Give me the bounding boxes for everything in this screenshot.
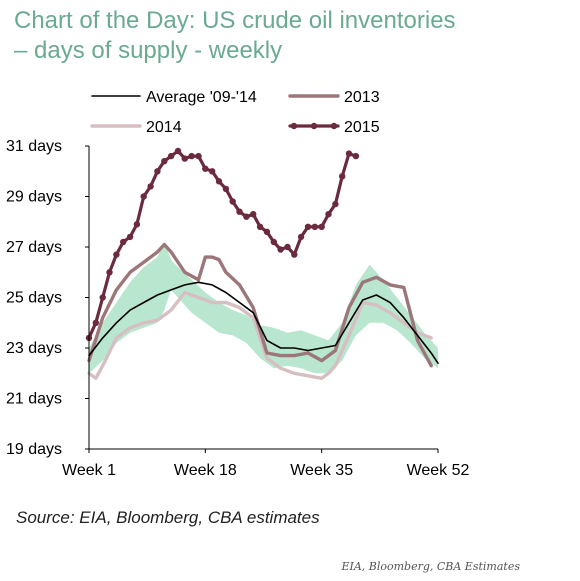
- credit-watermark: EIA, Bloomberg, CBA Estimates: [341, 560, 520, 573]
- chart-plot: 31 days 29 days 27 days 25 days 23 days 21 da…: [6, 89, 470, 479]
- data-point-2015: [325, 211, 332, 218]
- legend-marker: [310, 122, 318, 130]
- data-point-2015: [229, 198, 236, 205]
- data-point-2015: [181, 155, 188, 162]
- series-average-09-14: [88, 281, 439, 365]
- y-tick-label: 21 days: [6, 391, 62, 408]
- data-point-2015: [311, 223, 318, 230]
- x-tick-label: Week 35: [290, 462, 353, 479]
- data-point-2015: [209, 168, 216, 175]
- data-point-2015: [99, 294, 106, 301]
- y-tick-label: 31 days: [6, 138, 62, 155]
- chart-title: Chart of the Day: US crude oil inventori…: [14, 6, 554, 66]
- legend-marker: [330, 122, 338, 130]
- x-tick-label: Week 52: [407, 462, 470, 479]
- data-point-2015: [263, 228, 271, 235]
- series-2014: [87, 290, 433, 380]
- chart-title-line-1: Chart of the Day: US crude oil inventori…: [14, 7, 456, 34]
- series-2015: [85, 147, 360, 342]
- y-tick-label: 25 days: [6, 290, 62, 307]
- data-point-2015: [140, 193, 147, 200]
- data-point-2015: [339, 173, 346, 180]
- data-point-2015: [167, 152, 175, 160]
- series-layer: [85, 147, 439, 380]
- legend: Average '09-'14 2013 2014 2015: [90, 89, 380, 136]
- legend-label: 2014: [146, 119, 182, 136]
- y-tick-label: 29 days: [6, 189, 62, 206]
- data-point-2015: [174, 147, 182, 155]
- data-point-2015: [352, 152, 360, 160]
- source-note: Source: EIA, Bloomberg, CBA estimates: [16, 508, 320, 527]
- y-tick-label: 27 days: [6, 239, 62, 256]
- legend-label: 2015: [344, 119, 380, 136]
- data-point-2015: [133, 221, 141, 228]
- legend-entry-average-09-14: Average '09-'14: [91, 89, 257, 106]
- series-2013: [87, 242, 433, 368]
- legend-entry-2013: 2013: [288, 89, 380, 106]
- data-point-2015: [106, 269, 113, 276]
- data-point-2015: [126, 233, 134, 241]
- data-point-2015: [345, 150, 353, 157]
- y-tick-label: 19 days: [6, 441, 62, 458]
- data-point-2015: [154, 168, 161, 175]
- data-point-2015: [195, 152, 202, 160]
- series-line-2015: [87, 149, 358, 340]
- data-point-2015: [120, 238, 127, 246]
- series-line-average-09-14: [88, 281, 439, 365]
- data-point-2015: [222, 185, 230, 193]
- data-point-2015: [236, 208, 243, 215]
- data-point-2015: [161, 158, 168, 165]
- data-point-2015: [92, 319, 100, 326]
- legend-label: Average '09-'14: [146, 89, 257, 106]
- legend-entry-2014: 2014: [90, 119, 182, 136]
- data-point-2015: [243, 213, 250, 220]
- data-point-2015: [291, 251, 298, 258]
- data-point-2015: [250, 211, 257, 218]
- legend-entry-2015: 2015: [288, 119, 380, 136]
- data-point-2015: [304, 223, 312, 230]
- data-point-2015: [188, 152, 195, 160]
- data-point-2015: [270, 238, 277, 246]
- data-point-2015: [332, 200, 339, 208]
- data-point-2015: [284, 243, 291, 251]
- data-point-2015: [256, 223, 264, 230]
- y-tick-label: 23 days: [6, 340, 62, 357]
- data-point-2015: [318, 223, 325, 230]
- range-band-area: [89, 242, 438, 374]
- series-line-2014: [87, 290, 433, 380]
- range-band-layer: [89, 242, 438, 374]
- axis-layer: 31 days 29 days 27 days 25 days 23 days 21 da…: [6, 138, 470, 479]
- data-point-2015: [147, 183, 154, 190]
- data-point-2015: [113, 251, 120, 258]
- data-point-2015: [277, 246, 284, 253]
- data-point-2015: [202, 165, 209, 172]
- series-line-2013: [87, 242, 433, 368]
- legend-marker: [290, 122, 298, 130]
- data-point-2015: [297, 233, 305, 241]
- x-tick-label: Week 1: [62, 462, 116, 479]
- legend-label: 2013: [344, 89, 380, 106]
- data-point-2015: [215, 178, 223, 185]
- x-tick-label: Week 18: [174, 462, 237, 479]
- chart-title-line-2: – days of supply - weekly: [14, 37, 283, 64]
